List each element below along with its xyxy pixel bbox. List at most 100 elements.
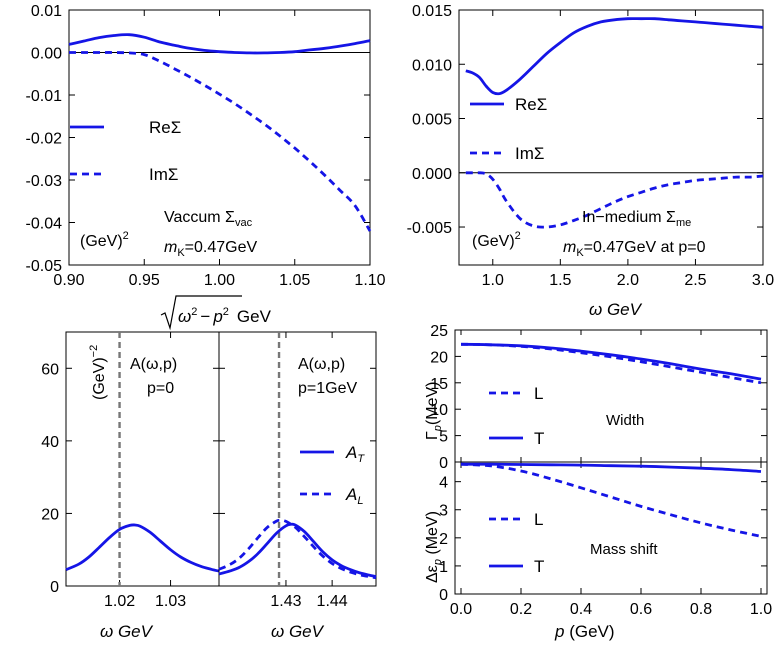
y-tick-label: 0.005 — [412, 112, 452, 129]
series-line-im — [68, 51, 372, 232]
y-tick-label: 10 — [430, 402, 448, 419]
y-tick-label: 15 — [430, 376, 448, 393]
legend-re-label: ReΣ — [515, 95, 547, 114]
vacuum-x-axis-label: ω2− p2 GeV — [160, 295, 272, 331]
panel-medium-axes: 1.0 1.5 2.0 2.5 3.0 0.015 0.010 0.005 0.000 -0.00… — [407, 3, 775, 289]
panel-spectral: 1.02 1.03 0 20 40 60 1.43 1.44 A(ω,p) p=0 (GeV… — [41, 331, 377, 641]
panel-width-curves — [460, 342, 762, 385]
y-tick-label: 3 — [439, 503, 448, 520]
y-tick-label: 4 — [439, 475, 448, 492]
panel-vacuum-axes: 0.90 0.95 1.00 1.05 1.10 0.01 0.00 -0.01 -0.02 -0… — [26, 3, 386, 289]
y-tick-label: 0 — [50, 579, 59, 596]
spectral-p0-momentum: p=0 — [147, 380, 174, 397]
x-tick-label: 1.00 — [204, 272, 235, 289]
series-line-a_l — [218, 518, 377, 580]
series-line-l — [460, 342, 762, 385]
y-tick-label: 5 — [439, 429, 448, 446]
x-tick-label: 0.6 — [630, 601, 652, 618]
width-title: Width — [606, 412, 644, 429]
medium-x-axis-label: ω GeV — [589, 300, 643, 319]
spectral-p1-momentum: p=1GeV — [298, 380, 357, 397]
vacuum-title: Vaccum Σvac — [164, 209, 253, 229]
legend-im-label: ImΣ — [149, 165, 178, 184]
medium-units: (GeV)2 — [472, 230, 521, 250]
legend-re-label: ReΣ — [149, 118, 181, 137]
legend-al-label: AL — [345, 485, 363, 507]
y-tick-label: 0.015 — [412, 3, 452, 20]
series-line-im — [465, 171, 764, 229]
x-tick-label: 0.95 — [129, 272, 160, 289]
x-tick-label: 1.05 — [279, 272, 310, 289]
spectral-units: (GeV)−2 — [88, 345, 108, 400]
series-line-t — [461, 462, 762, 473]
plot-frame — [218, 331, 377, 587]
series-line-t — [460, 342, 762, 381]
y-tick-label: -0.01 — [26, 88, 63, 105]
medium-title: In−medium Σme — [582, 209, 691, 229]
x-tick-label: 0.2 — [510, 601, 532, 618]
spectral-p1-title: A(ω,p) — [298, 356, 345, 373]
x-tick-label: 1.44 — [317, 593, 348, 610]
mass-shift-y-axis-label: Δεp (MeV) — [424, 511, 444, 583]
panel-medium: 1.0 1.5 2.0 2.5 3.0 0.015 0.010 0.005 0.000 -0.00… — [407, 3, 775, 319]
series-line-re — [68, 33, 371, 55]
spectral-p1-x-axis-label: ω GeV — [271, 622, 325, 641]
x-tick-label: 1.03 — [155, 593, 186, 610]
medium-mass: mK=0.47GeV at p=0 — [563, 239, 706, 259]
width-y-axis-label: Γp(MeV) — [424, 382, 444, 441]
x-tick-label: 2.0 — [617, 272, 639, 289]
y-tick-label: 0 — [439, 587, 448, 604]
series-line-l — [460, 462, 762, 538]
panel-spectral-p0-curves — [65, 523, 220, 573]
y-tick-label: -0.05 — [26, 258, 63, 275]
y-tick-label: 20 — [430, 349, 448, 366]
y-tick-label: -0.03 — [26, 173, 63, 190]
legend-l-label: L — [534, 384, 543, 403]
x-tick-label: 1.0 — [482, 272, 504, 289]
panel-vacuum: 0.90 0.95 1.00 1.05 1.10 0.01 0.00 -0.01 -0.02 -0… — [26, 3, 386, 331]
plot-frame — [454, 329, 768, 463]
y-tick-label: 25 — [430, 323, 448, 340]
legend-t-label: T — [534, 557, 544, 576]
legend-t-label: T — [534, 429, 544, 448]
vacuum-units: (GeV)2 — [80, 230, 129, 250]
spectral-p0-x-axis-label: ω GeV — [100, 622, 154, 641]
y-tick-label: -0.005 — [407, 220, 452, 237]
x-tick-label: 1.02 — [104, 593, 135, 610]
mass-shift-title: Mass shift — [590, 541, 658, 558]
y-tick-label: 40 — [41, 434, 59, 451]
panel-spectral-p1-axes: 1.43 1.44 — [218, 331, 377, 610]
sqrt-sign — [160, 295, 242, 331]
x-tick-label: 0.0 — [450, 601, 472, 618]
panel-width: 0 5 10 15 20 25 L T Width Γp(MeV) — [424, 323, 768, 472]
panel-vacuum-curves — [68, 33, 372, 232]
y-tick-label: 20 — [41, 506, 59, 523]
y-tick-label: -0.02 — [26, 131, 63, 148]
panel-mass-shift-axes: 0.0 0.2 0.4 0.6 0.8 1.0 0 1 2 3 4 — [439, 461, 772, 618]
y-tick-label: 0.010 — [412, 57, 452, 74]
spectral-p0-title: A(ω,p) — [130, 356, 177, 373]
mass-shift-x-axis-label: p (GeV) — [554, 622, 615, 641]
plot-frame — [454, 461, 768, 595]
x-tick-label: 1.5 — [549, 272, 571, 289]
x-tick-label: 0.90 — [53, 272, 84, 289]
vacuum-mass: mK=0.47GeV — [164, 239, 258, 259]
y-tick-label: 0.000 — [412, 166, 452, 183]
x-tick-label: 2.5 — [684, 272, 706, 289]
y-tick-label: 60 — [41, 361, 59, 378]
x-tick-label: 0.8 — [690, 601, 712, 618]
series-line-re — [465, 17, 764, 96]
panel-medium-curves — [465, 17, 764, 229]
series-line-a_t — [218, 522, 377, 578]
x-tick-label: 1.43 — [270, 593, 301, 610]
series-line-a — [65, 523, 220, 573]
plot-frame — [458, 9, 764, 266]
panel-mass-shift-curves — [460, 462, 762, 538]
x-tick-label: 1.0 — [750, 601, 772, 618]
x-tick-label: 0.4 — [570, 601, 592, 618]
legend-im-label: ImΣ — [515, 144, 544, 163]
panel-mass-shift: 0.0 0.2 0.4 0.6 0.8 1.0 0 1 2 3 4 L T Mass shift Δ… — [424, 461, 772, 641]
panel-spectral-p0-axes: 1.02 1.03 0 20 40 60 — [41, 331, 220, 610]
